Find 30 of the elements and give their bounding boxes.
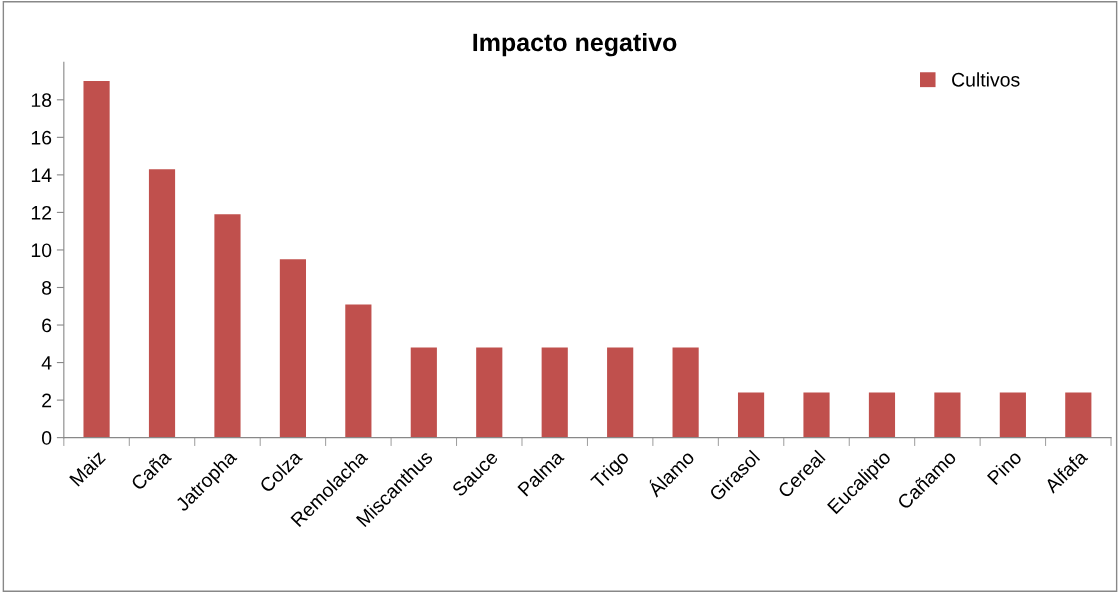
y-tick-label: 16	[31, 130, 52, 145]
y-tick-label: 6	[42, 318, 52, 333]
bar	[672, 347, 699, 438]
y-tick-label: 2	[42, 393, 52, 408]
bar	[934, 392, 961, 438]
y-tick-label: 10	[31, 243, 52, 258]
bar	[999, 392, 1026, 438]
y-tick-label: 14	[31, 168, 52, 182]
legend-label: Cultivos	[952, 72, 1020, 87]
bar	[476, 347, 503, 438]
bar	[279, 259, 306, 438]
y-tick-label: 0	[41, 431, 52, 445]
x-tick-label: Trigo	[589, 449, 633, 493]
y-tick-label: 4	[41, 356, 52, 370]
bar	[410, 347, 437, 438]
chart-title: Impacto negativo	[473, 32, 677, 57]
bar	[148, 169, 176, 438]
bar	[214, 214, 241, 438]
bar	[607, 347, 634, 438]
y-tick-label: 18	[31, 93, 52, 108]
y-tick-label: 8	[42, 280, 52, 295]
bar	[1065, 392, 1092, 438]
y-tick-label: 12	[31, 205, 52, 220]
bar	[868, 392, 896, 438]
bar	[737, 392, 765, 438]
bar	[803, 392, 830, 438]
bar	[541, 347, 568, 438]
x-tick-label: Pino	[986, 449, 1023, 486]
bar	[345, 304, 372, 438]
bar	[83, 81, 110, 438]
